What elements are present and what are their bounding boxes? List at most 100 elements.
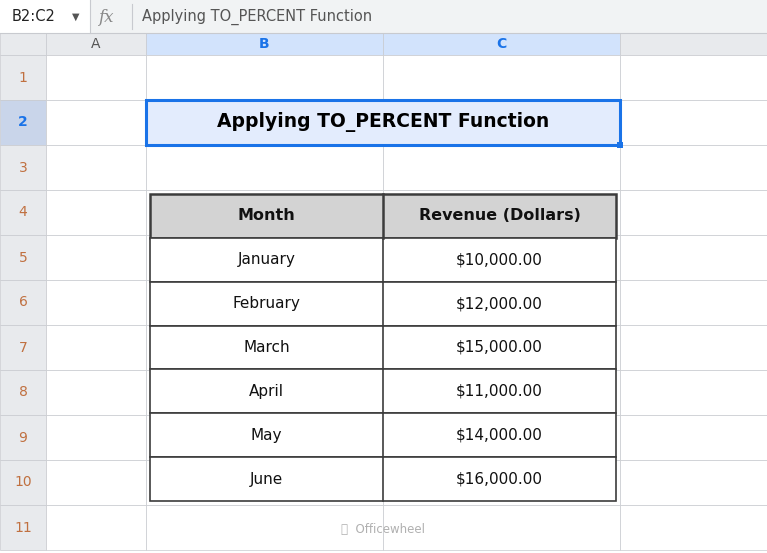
Text: B2:C2: B2:C2 bbox=[12, 9, 56, 24]
Bar bbox=[0, 33, 46, 55]
Bar bbox=[383, 100, 620, 145]
Bar bbox=[146, 370, 383, 415]
Text: Month: Month bbox=[238, 208, 295, 223]
Bar bbox=[383, 55, 620, 100]
Text: A: A bbox=[91, 37, 100, 51]
Bar bbox=[620, 55, 767, 100]
Text: $15,000.00: $15,000.00 bbox=[456, 340, 543, 355]
Bar bbox=[383, 505, 620, 550]
Bar bbox=[146, 100, 620, 145]
Bar bbox=[620, 370, 767, 415]
Text: $14,000.00: $14,000.00 bbox=[456, 427, 543, 443]
Text: B: B bbox=[259, 37, 270, 51]
Text: 10: 10 bbox=[14, 476, 31, 489]
Bar bbox=[46, 505, 146, 550]
Bar bbox=[146, 33, 383, 55]
Text: C: C bbox=[496, 37, 507, 51]
Bar bbox=[150, 194, 616, 238]
Bar bbox=[0, 370, 46, 415]
Text: 3: 3 bbox=[18, 160, 28, 175]
Bar bbox=[146, 100, 620, 145]
Bar bbox=[46, 325, 146, 370]
Bar bbox=[620, 100, 767, 145]
Text: January: January bbox=[238, 252, 295, 267]
Bar bbox=[150, 281, 616, 326]
Bar bbox=[383, 190, 620, 235]
Text: fx: fx bbox=[98, 9, 114, 26]
Bar bbox=[46, 415, 146, 460]
Bar bbox=[46, 235, 146, 280]
Bar bbox=[383, 370, 620, 415]
Text: March: March bbox=[243, 340, 290, 355]
Bar bbox=[383, 145, 620, 190]
Bar bbox=[383, 33, 620, 55]
Bar bbox=[620, 505, 767, 550]
Bar bbox=[0, 505, 46, 550]
Bar bbox=[146, 325, 383, 370]
Text: $10,000.00: $10,000.00 bbox=[456, 252, 543, 267]
Bar bbox=[617, 142, 623, 148]
Text: 2: 2 bbox=[18, 116, 28, 129]
Text: 11: 11 bbox=[14, 520, 32, 535]
Bar bbox=[46, 460, 146, 505]
Bar bbox=[150, 369, 616, 413]
Bar bbox=[146, 280, 383, 325]
Bar bbox=[146, 145, 383, 190]
Text: $16,000.00: $16,000.00 bbox=[456, 472, 543, 487]
Bar bbox=[383, 460, 620, 505]
Text: $12,000.00: $12,000.00 bbox=[456, 296, 543, 311]
Text: ▼: ▼ bbox=[72, 12, 80, 22]
Bar bbox=[383, 280, 620, 325]
Text: 4: 4 bbox=[18, 206, 28, 220]
Text: April: April bbox=[249, 384, 284, 399]
Text: 6: 6 bbox=[18, 295, 28, 310]
Bar bbox=[383, 415, 620, 460]
Bar bbox=[383, 325, 620, 370]
Bar bbox=[46, 55, 146, 100]
Bar bbox=[146, 190, 383, 235]
Bar bbox=[46, 370, 146, 415]
Bar bbox=[620, 33, 767, 55]
Text: May: May bbox=[251, 427, 282, 443]
Bar bbox=[46, 33, 146, 55]
Text: Revenue (Dollars): Revenue (Dollars) bbox=[419, 208, 581, 223]
Bar bbox=[146, 235, 383, 280]
Bar bbox=[0, 190, 46, 235]
Bar bbox=[146, 415, 383, 460]
Bar bbox=[46, 100, 146, 145]
Bar bbox=[0, 0, 90, 33]
Bar bbox=[146, 55, 383, 100]
Text: 9: 9 bbox=[18, 430, 28, 445]
Bar bbox=[620, 145, 767, 190]
Text: Ⓞ  Officewheel: Ⓞ Officewheel bbox=[341, 523, 425, 536]
Bar bbox=[620, 235, 767, 280]
Text: 5: 5 bbox=[18, 251, 28, 264]
Bar bbox=[620, 460, 767, 505]
Bar bbox=[150, 413, 616, 457]
Text: 8: 8 bbox=[18, 385, 28, 399]
Bar bbox=[146, 460, 383, 505]
Bar bbox=[46, 190, 146, 235]
Bar bbox=[0, 280, 46, 325]
Bar bbox=[146, 100, 383, 145]
Bar bbox=[150, 326, 616, 369]
Bar bbox=[620, 325, 767, 370]
Text: February: February bbox=[232, 296, 301, 311]
Text: 7: 7 bbox=[18, 341, 28, 354]
Bar bbox=[0, 145, 46, 190]
Bar bbox=[620, 415, 767, 460]
Bar bbox=[146, 505, 383, 550]
Bar bbox=[0, 0, 767, 33]
Bar bbox=[0, 325, 46, 370]
Text: June: June bbox=[250, 472, 283, 487]
Bar bbox=[150, 238, 616, 281]
Text: 1: 1 bbox=[18, 70, 28, 85]
Bar bbox=[46, 280, 146, 325]
Text: Applying TO_PERCENT Function: Applying TO_PERCENT Function bbox=[217, 112, 549, 133]
Bar bbox=[620, 280, 767, 325]
Text: Applying TO_PERCENT Function: Applying TO_PERCENT Function bbox=[142, 8, 372, 24]
Bar bbox=[0, 100, 46, 145]
Bar bbox=[150, 457, 616, 501]
Bar bbox=[0, 460, 46, 505]
Bar bbox=[383, 235, 620, 280]
